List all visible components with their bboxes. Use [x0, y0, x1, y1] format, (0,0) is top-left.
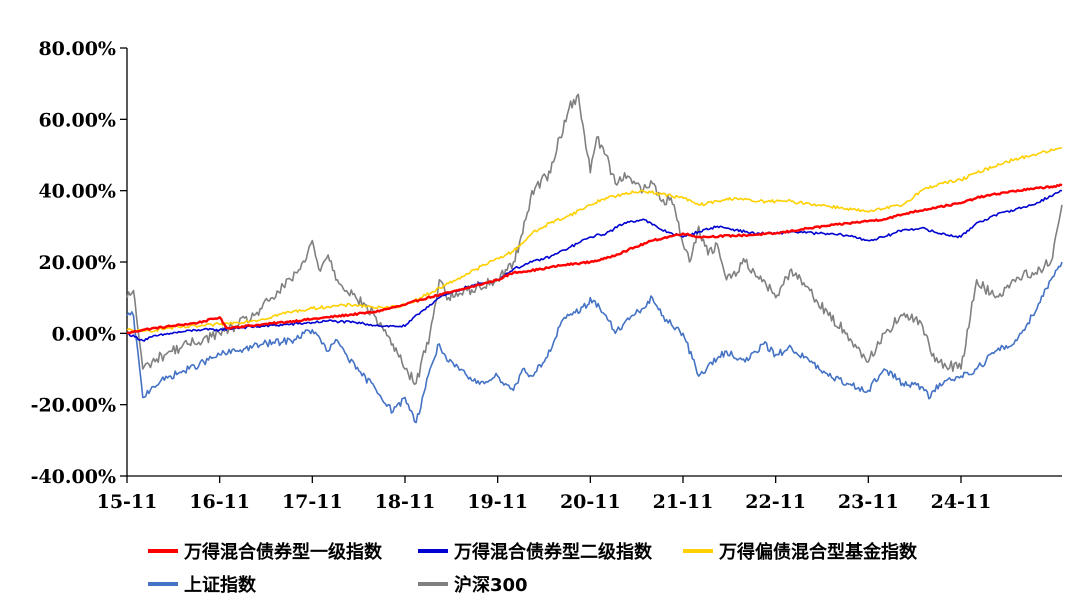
y-ticks: -40.00% -20.00% 0.00% 20.00% 40.00% 60.00% 80.…	[31, 38, 127, 488]
y-tick-label: 60.00%	[38, 109, 116, 131]
y-tick-label: -20.00%	[31, 395, 116, 417]
y-tick-label: 20.00%	[38, 252, 116, 274]
x-tick-label: 15-11	[97, 491, 158, 513]
series-line-bond-level1	[126, 183, 1063, 335]
y-tick-label: 40.00%	[38, 181, 116, 203]
series-lines	[126, 93, 1063, 424]
x-ticks: 15-11 16-11 17-11 18-11 19-11 20-11 21-11 22-11…	[97, 476, 992, 513]
series-line-shanghai-index	[126, 261, 1063, 424]
x-tick-label: 22-11	[745, 491, 806, 513]
x-tick-label: 19-11	[467, 491, 528, 513]
x-tick-label: 17-11	[282, 491, 343, 513]
series-line-partial-bond-fund	[126, 147, 1063, 333]
x-tick-label: 18-11	[375, 491, 436, 513]
x-tick-label: 23-11	[838, 491, 899, 513]
x-tick-label: 20-11	[560, 491, 621, 513]
y-tick-label: 0.00%	[52, 323, 116, 345]
series-line-csi300	[126, 93, 1063, 386]
y-tick-label: -40.00%	[31, 466, 116, 488]
x-tick-label: 24-11	[931, 491, 992, 513]
x-tick-label: 16-11	[189, 491, 250, 513]
series-line-bond-level2	[126, 189, 1063, 342]
x-tick-label: 21-11	[653, 491, 714, 513]
y-tick-label: 80.00%	[38, 38, 116, 60]
